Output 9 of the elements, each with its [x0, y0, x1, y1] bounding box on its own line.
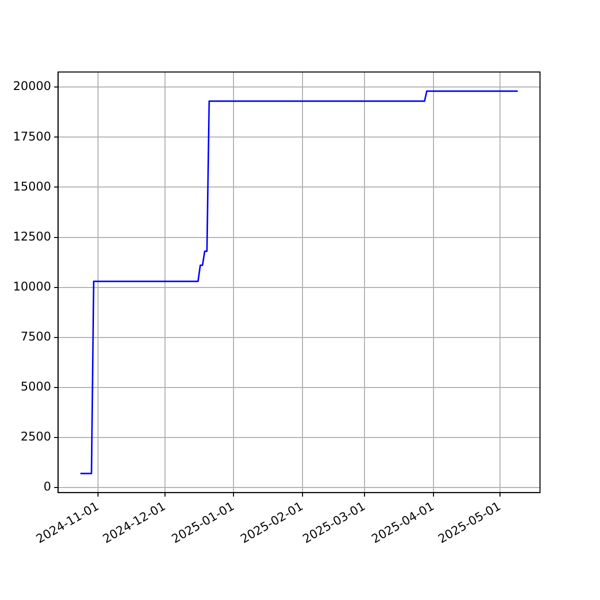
y-tick-label: 12500 — [12, 229, 52, 244]
y-tick-label: 17500 — [12, 129, 52, 144]
y-tick-label: 2500 — [20, 430, 52, 444]
y-tick-label: 5000 — [20, 380, 52, 394]
y-tick-label: 10000 — [12, 279, 52, 294]
y-tick-label: 7500 — [20, 330, 52, 344]
y-tick-label: 0 — [44, 480, 52, 494]
y-tick-label: 20000 — [12, 79, 52, 94]
y-tick-label: 15000 — [12, 179, 52, 194]
